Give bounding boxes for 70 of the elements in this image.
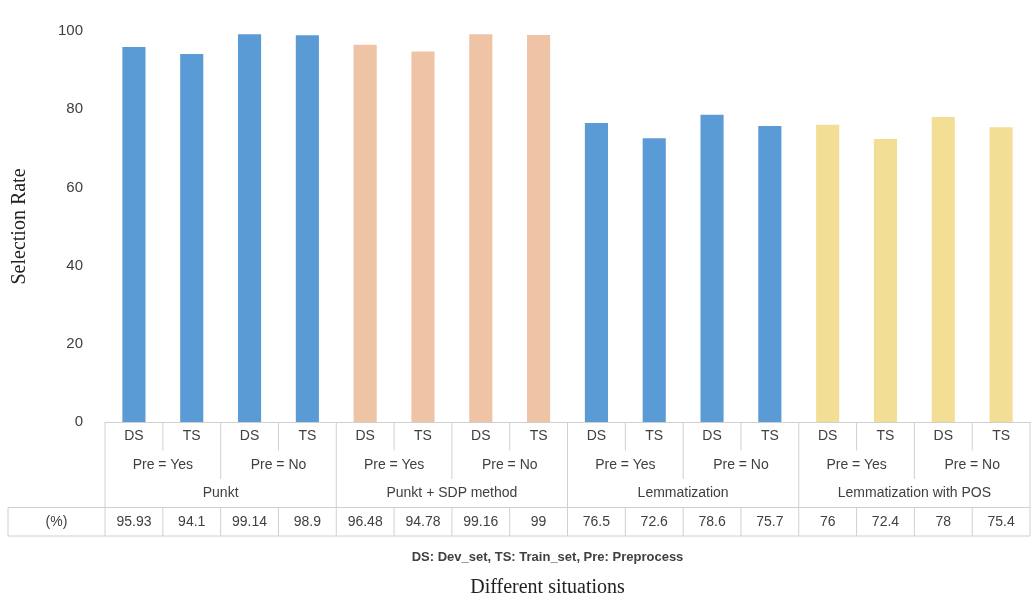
data-label: 98.9 xyxy=(293,512,322,529)
y-tick-label: 20 xyxy=(66,333,84,351)
bar xyxy=(295,35,319,422)
text: DS: Dev_set, TS: Train_set, Pre: Preprocess xyxy=(411,548,684,564)
text: Pre = Yes xyxy=(595,455,656,472)
x-tick-label: TS xyxy=(298,427,317,444)
x-tick-label: DS xyxy=(586,427,607,444)
data-label: 99.16 xyxy=(463,512,499,529)
bar xyxy=(237,34,262,422)
text: Lemmatization with POS xyxy=(837,484,992,501)
x-tick-label: DS xyxy=(817,427,838,444)
data-label: 72.4 xyxy=(871,512,900,529)
text: Pre = No xyxy=(713,455,769,472)
data-label: 96.48 xyxy=(347,512,383,529)
text: Different situations xyxy=(470,575,626,598)
bar xyxy=(931,117,955,422)
x-tick-label: DS xyxy=(355,427,375,444)
y-tick-label: 0 xyxy=(74,412,84,430)
bar xyxy=(989,127,1013,422)
y-tick-label: 80 xyxy=(66,99,84,117)
data-label: 78.6 xyxy=(698,512,726,529)
x-tick-label: TS xyxy=(760,427,779,444)
text: Punkt xyxy=(202,484,239,501)
text: Pre = Yes xyxy=(826,455,887,472)
y-tick-label: 40 xyxy=(66,255,84,273)
bar xyxy=(642,138,666,422)
bar xyxy=(700,114,724,422)
data-label: 99 xyxy=(530,512,547,529)
y-axis-title: Selection Rate xyxy=(7,168,30,285)
x-tick-label: TS xyxy=(876,427,895,444)
bar xyxy=(584,122,608,422)
bar xyxy=(353,44,377,422)
x-tick-label: TS xyxy=(414,427,432,444)
x-tick-label: DS xyxy=(239,427,260,444)
data-label: 95.93 xyxy=(116,512,152,529)
x-tick-label: TS xyxy=(182,427,201,444)
bar xyxy=(411,51,435,422)
x-tick-label: TS xyxy=(992,427,1011,444)
x-tick-label: DS xyxy=(471,427,491,444)
text: Pre = Yes xyxy=(132,455,193,472)
text: Pre = No xyxy=(944,455,1001,472)
data-label: 76.5 xyxy=(582,512,611,529)
data-label: 99.14 xyxy=(232,512,268,529)
data-label: 75.7 xyxy=(756,512,784,529)
x-tick-label: DS xyxy=(702,427,722,444)
text: Punkt + SDP method xyxy=(386,484,518,501)
text: Pre = Yes xyxy=(363,455,425,472)
text: Lemmatization xyxy=(637,484,729,501)
text: Pre = No xyxy=(481,455,538,472)
y-tick-label: 60 xyxy=(66,177,84,195)
y-tick-label: 100 xyxy=(58,21,84,39)
bar xyxy=(873,138,898,422)
bar xyxy=(758,126,782,422)
bar xyxy=(180,54,204,422)
data-label: 75.4 xyxy=(987,512,1015,529)
text: Pre = No xyxy=(250,455,307,472)
data-label: 72.6 xyxy=(640,512,669,529)
data-label: 78 xyxy=(935,512,952,529)
data-label: 94.78 xyxy=(405,512,441,529)
x-tick-label: TS xyxy=(529,427,548,444)
data-label: 76 xyxy=(819,512,836,529)
bar xyxy=(816,124,840,422)
bar xyxy=(469,34,493,422)
x-tick-label: DS xyxy=(124,427,144,444)
bar xyxy=(122,46,146,422)
bar xyxy=(527,34,551,422)
data-label: 94.1 xyxy=(178,512,206,529)
text: (%) xyxy=(45,512,68,529)
x-tick-label: TS xyxy=(645,427,664,444)
x-tick-label: DS xyxy=(933,427,954,444)
